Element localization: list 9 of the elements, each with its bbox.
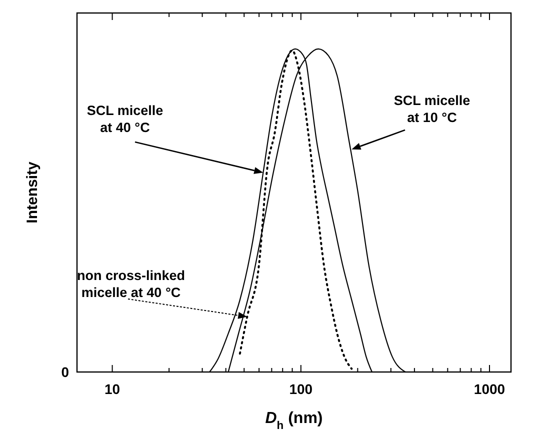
annotation: non cross-linked micelle at 40 °C bbox=[76, 268, 186, 300]
annotation: SCL micelle at 10 °C bbox=[394, 93, 471, 125]
x-tick-label: 10 bbox=[104, 381, 120, 397]
x-tick-label: 1000 bbox=[474, 381, 506, 397]
text: 0 bbox=[61, 364, 70, 380]
y-axis-title: Intensity bbox=[24, 161, 41, 224]
x-tick-label: 100 bbox=[289, 381, 313, 397]
annotation: SCL micelle at 40 °C bbox=[86, 103, 164, 135]
x-axis-title: D$_{h}$ (nm) bbox=[265, 410, 323, 432]
